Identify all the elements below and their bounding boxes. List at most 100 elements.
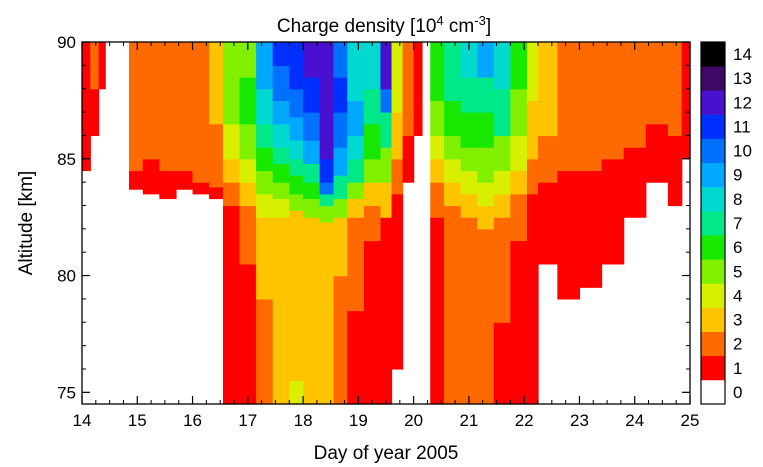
colorbar-label: 13 (733, 69, 752, 88)
colorbar-swatch (701, 283, 725, 308)
heatmap-cell (303, 217, 321, 405)
heatmap-cell (272, 147, 290, 165)
heatmap-cell (347, 100, 365, 137)
heatmap-cell (363, 123, 382, 160)
heatmap-cell (347, 198, 365, 218)
heatmap-cell (98, 42, 106, 90)
heatmap-cell (256, 123, 274, 148)
heatmap-cell (645, 42, 669, 125)
heatmap-cell (192, 182, 210, 195)
heatmap-cell (142, 42, 160, 160)
heatmap-cell (363, 158, 382, 183)
heatmap-cell (239, 123, 257, 160)
heatmap-cell (380, 182, 393, 218)
heatmap-cell (159, 170, 177, 200)
colorbar-swatch (701, 355, 725, 381)
y-tick-label: 90 (57, 33, 76, 52)
heatmap-cell (510, 135, 528, 172)
heatmap-cell (175, 170, 194, 190)
heatmap-cell (347, 135, 365, 160)
heatmap-cell (444, 100, 462, 137)
heatmap-cell (430, 42, 445, 101)
x-tick-label: 25 (681, 411, 700, 430)
heatmap-cell (510, 42, 528, 90)
colorbar-swatch (701, 186, 725, 212)
heatmap-cell (319, 42, 335, 160)
heatmap-cell (272, 42, 290, 66)
heatmap-cell (601, 42, 625, 160)
axis-ticks: 14 15 16 17 18 19 20 21 22 23 24 25 75 80 85 90 (57, 33, 699, 430)
heatmap-cell (430, 217, 445, 405)
heatmap-cell (430, 158, 445, 183)
colorbar-label: 1 (733, 359, 742, 378)
colorbar-label: 8 (733, 190, 742, 209)
heatmap-cell (681, 42, 691, 160)
heatmap-cell (623, 42, 647, 148)
colorbar-swatch (701, 259, 725, 284)
colorbar-swatch (701, 210, 725, 236)
heatmap-cell (272, 65, 290, 101)
heatmap-cell (142, 158, 160, 195)
x-axis-label: Day of year 2005 (314, 443, 459, 464)
heatmap-cell (239, 263, 257, 405)
heatmap-cell (380, 147, 393, 183)
heatmap-cell (289, 42, 304, 90)
colorbar-swatch (701, 307, 725, 332)
heatmap-cell (222, 182, 241, 207)
y-axis-label: Altitude [km] (16, 171, 37, 276)
heatmap-cell (460, 193, 478, 218)
heatmap-cell (256, 217, 274, 300)
heatmap-cell (272, 100, 290, 125)
x-tick-label: 17 (238, 411, 257, 430)
heatmap-cell (601, 158, 625, 265)
heatmap-cell (477, 77, 495, 113)
heatmap-cell (90, 42, 100, 90)
heatmap-cell (272, 123, 290, 148)
heatmap-cell (333, 198, 348, 218)
colorbar-label: 2 (733, 335, 742, 354)
heatmap-cell (289, 158, 304, 176)
heatmap-cell (579, 42, 603, 172)
heatmap-cell (239, 77, 257, 125)
heatmap-cell (493, 88, 511, 137)
colorbar-swatch (701, 235, 725, 260)
colorbar-label: 11 (733, 117, 751, 136)
colorbar-swatch (701, 66, 725, 91)
heatmap-cell (347, 182, 365, 200)
heatmap-cell (319, 193, 335, 207)
heatmap-cell (493, 193, 511, 218)
heatmap-cell (347, 310, 365, 405)
heatmap-cell (460, 77, 478, 113)
heatmap-cell (363, 88, 382, 125)
heatmap-cell (303, 42, 321, 78)
heatmap-cell (493, 217, 511, 323)
x-tick-label: 24 (625, 411, 644, 430)
heatmap-cell (557, 170, 581, 300)
heatmap-cell (510, 240, 528, 405)
heatmap-cell (510, 193, 528, 242)
heatmap-cell (347, 217, 365, 312)
heatmap-cell (289, 210, 304, 382)
heatmap-cell (333, 275, 348, 405)
heatmap-cell (222, 123, 241, 160)
heatmap-cell (460, 112, 478, 148)
heatmap-cell (460, 217, 478, 405)
heatmap-cell (645, 123, 669, 183)
heatmap-cell (192, 42, 210, 183)
heatmap-cell (289, 88, 304, 118)
heatmap-cell (623, 147, 647, 218)
heatmap-cell (477, 42, 495, 78)
heatmap-cell (444, 158, 462, 183)
y-tick-label: 85 (57, 150, 76, 169)
heatmap-cell (363, 42, 382, 90)
heatmap-cell (239, 205, 257, 265)
heatmap-cell (444, 182, 462, 207)
colorbar-swatch (701, 114, 725, 139)
heatmap-cell (82, 42, 91, 172)
heatmap-cell (256, 42, 274, 90)
heatmap-cell (333, 147, 348, 176)
heatmap-cell (510, 88, 528, 137)
heatmap-cell (289, 193, 304, 211)
x-tick-label: 20 (404, 411, 423, 430)
